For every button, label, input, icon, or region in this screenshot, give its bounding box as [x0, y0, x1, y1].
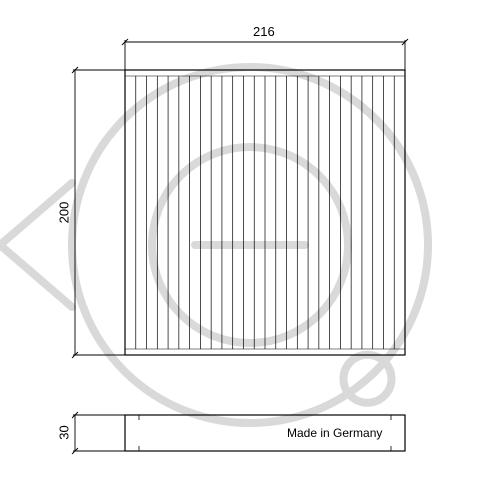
dimension-height-left: 200 — [56, 201, 71, 223]
technical-drawing — [0, 0, 500, 500]
dimension-width-top: 216 — [253, 24, 275, 39]
dimension-height-bottom-left: 30 — [57, 425, 72, 439]
footer-made-in-germany: Made in Germany — [287, 426, 382, 440]
